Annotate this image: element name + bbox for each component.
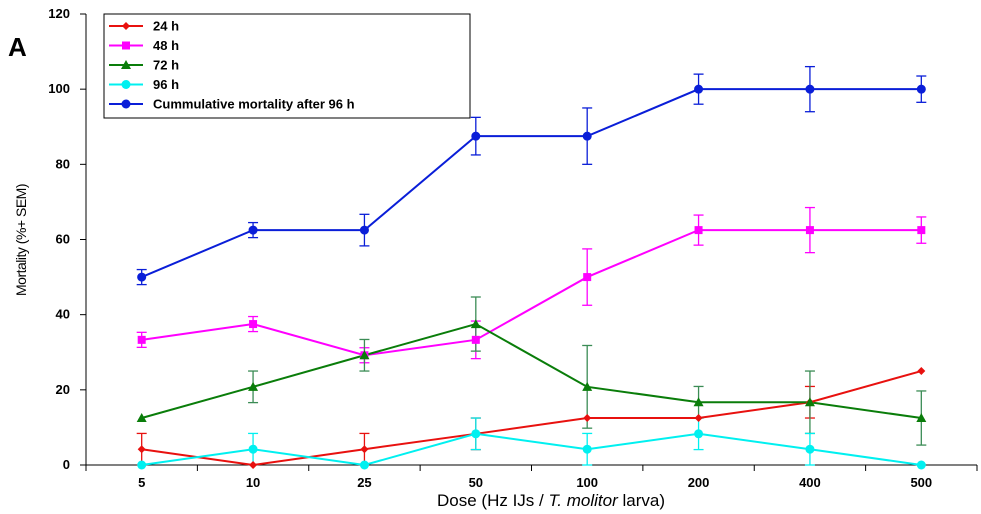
x-tick-label-3: 50 xyxy=(469,475,483,490)
legend-label-3: 96 h xyxy=(153,77,179,92)
point-s2-p6 xyxy=(804,397,815,407)
legend-marker-0 xyxy=(122,22,130,30)
x-tick-label-1: 10 xyxy=(246,475,260,490)
point-s3-p0 xyxy=(137,460,147,470)
point-s1-p3 xyxy=(471,335,480,344)
point-s2-p0 xyxy=(136,413,147,423)
point-s0-p5 xyxy=(694,414,703,423)
series-markers xyxy=(136,84,927,470)
legend-marker-1 xyxy=(122,41,130,50)
x-tick-label-5: 200 xyxy=(688,475,710,490)
y-tick-label-5: 100 xyxy=(48,81,70,96)
legend-label-2: 72 h xyxy=(153,58,179,73)
point-s2-p5 xyxy=(693,397,704,407)
x-axis-label-part-3: larva) xyxy=(618,491,665,510)
panel-label: A xyxy=(8,32,27,62)
legend-label-0: 24 h xyxy=(153,19,179,34)
point-s1-p0 xyxy=(137,335,146,344)
y-tick-label-1: 20 xyxy=(56,382,70,397)
y-axis-ticks: 0 20 40 60 80 100 120 xyxy=(48,6,86,472)
point-s2-p1 xyxy=(248,381,259,391)
legend-box xyxy=(103,13,471,119)
legend-marker-2 xyxy=(121,60,131,69)
point-s4-p4 xyxy=(582,131,592,141)
point-s2-p7 xyxy=(916,413,927,423)
point-s0-p1 xyxy=(249,461,258,469)
y-tick-label-3: 60 xyxy=(56,232,70,247)
point-s1-p6 xyxy=(805,226,814,235)
point-s2-p4 xyxy=(582,381,593,391)
x-tick-label-0: 5 xyxy=(138,475,145,490)
x-axis-label: Dose (Hz IJs / T. molitor larva) xyxy=(437,491,665,510)
x-tick-label-2: 25 xyxy=(357,475,371,490)
y-axis-label: Mortality (%+ SEM) xyxy=(13,184,29,296)
legend-label-1: 48 h xyxy=(153,38,179,53)
point-s1-p7 xyxy=(917,226,926,235)
series-line-1 xyxy=(141,229,922,357)
x-axis-label-part-1: Dose (Hz IJs / xyxy=(437,491,548,510)
point-s3-p3 xyxy=(471,429,481,439)
legend-marker-4 xyxy=(121,99,131,109)
point-s3-p2 xyxy=(359,460,369,470)
series-line-3 xyxy=(141,432,922,467)
legend: 24 h 48 h 72 h 96 h Cummulative mortality af… xyxy=(103,13,471,119)
series-line-4 xyxy=(141,88,922,279)
point-s4-p1 xyxy=(248,225,258,235)
legend-label-4: Cummulative mortality after 96 h xyxy=(153,97,355,112)
y-tick-label-6: 120 xyxy=(48,6,70,21)
series-lines xyxy=(141,88,922,467)
point-s3-p4 xyxy=(582,444,592,454)
point-s3-p1 xyxy=(248,444,258,454)
point-s1-p5 xyxy=(694,226,703,235)
point-s0-p0 xyxy=(137,445,146,454)
point-s4-p7 xyxy=(916,84,926,94)
y-tick-label-0: 0 xyxy=(63,457,70,472)
series-line-0 xyxy=(141,370,922,467)
point-s0-p4 xyxy=(583,414,592,423)
x-tick-label-4: 100 xyxy=(576,475,598,490)
point-s2-p2 xyxy=(359,350,370,360)
point-s1-p1 xyxy=(249,320,258,329)
point-s4-p6 xyxy=(805,84,815,94)
legend-marker-3 xyxy=(121,80,131,89)
point-s4-p5 xyxy=(694,84,704,94)
point-s4-p0 xyxy=(137,272,147,282)
point-s1-p4 xyxy=(583,273,592,282)
point-s3-p5 xyxy=(694,429,704,439)
x-tick-label-6: 400 xyxy=(799,475,821,490)
point-s3-p6 xyxy=(805,444,815,454)
point-s4-p2 xyxy=(359,225,369,235)
y-tick-label-2: 40 xyxy=(56,307,70,322)
x-axis-label-part-2: T. molitor xyxy=(548,491,619,510)
point-s2-p3 xyxy=(470,319,481,329)
point-s0-p7 xyxy=(917,367,926,376)
x-axis-ticks: 5 10 25 50 100 200 400 500 xyxy=(85,465,978,490)
series-line-2 xyxy=(141,322,922,420)
point-s3-p7 xyxy=(916,460,926,470)
point-s0-p2 xyxy=(360,445,369,454)
point-s4-p3 xyxy=(471,131,481,141)
y-tick-label-4: 80 xyxy=(56,156,70,171)
x-tick-label-7: 500 xyxy=(910,475,932,490)
